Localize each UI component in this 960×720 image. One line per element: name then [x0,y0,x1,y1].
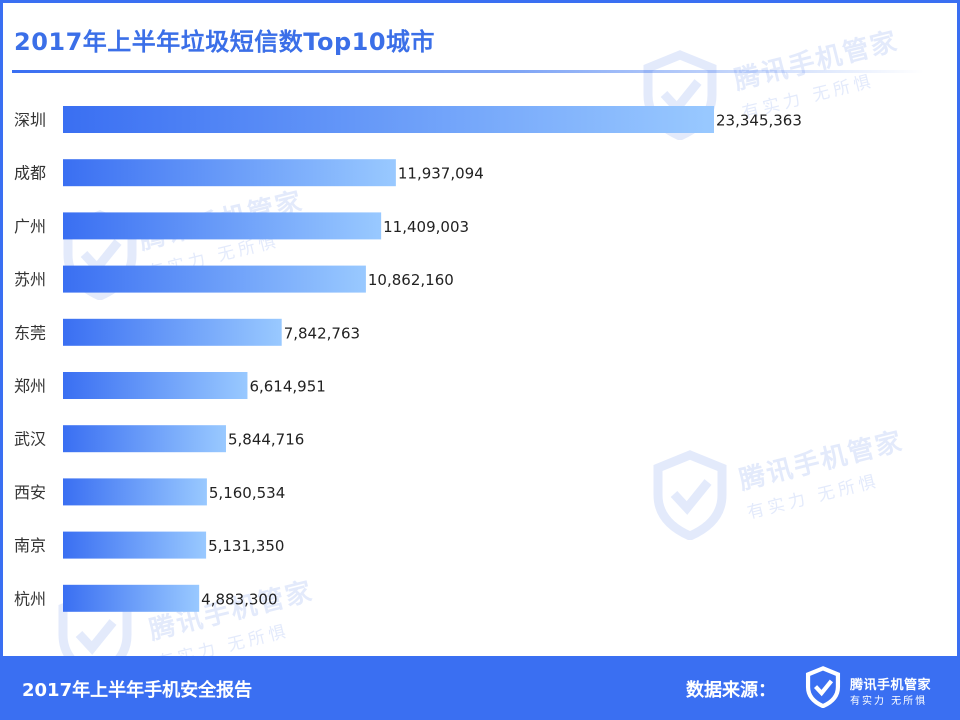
footer-slogan: 有实力 无所惧 [850,696,928,707]
report-title: 2017年上半年手机安全报告 [22,680,253,701]
category-label: 武汉 [14,430,46,449]
footer-brand: 腾讯手机管家 [850,678,932,693]
value-label: 23,345,363 [716,112,802,130]
shield-logo-icon [805,666,841,708]
bar [63,478,207,506]
bar-chart: 深圳 23,345,363 成都 11,937,094 广州 11,409,003 苏州 10… [14,106,802,612]
value-label: 11,937,094 [398,165,484,183]
category-label: 南京 [14,536,46,555]
bar [63,372,248,399]
category-label: 东莞 [14,323,46,342]
source-label: 数据来源： [686,680,776,701]
bar [63,212,382,240]
value-label: 4,883,300 [201,590,277,608]
category-label: 深圳 [14,111,46,130]
category-label: 郑州 [14,377,46,396]
category-label: 苏州 [14,270,46,289]
title-underline [12,70,924,73]
chart-title: 2017年上半年垃圾短信数Top10城市 [14,28,436,56]
footer-bar: 2017年上半年手机安全报告 数据来源： 腾讯手机管家 有实力 无所惧 [0,656,960,720]
bar [63,531,207,559]
value-label: 5,844,716 [228,431,304,449]
value-label: 5,160,534 [209,484,285,502]
value-label: 11,409,003 [383,218,469,236]
category-label: 杭州 [14,589,46,608]
bar [63,265,366,293]
bar [63,425,226,453]
category-label: 西安 [14,483,46,502]
value-label: 10,862,160 [368,271,454,289]
bar [63,584,200,612]
value-label: 6,614,951 [249,378,325,396]
category-label: 广州 [14,217,46,236]
bar [63,318,282,346]
value-label: 7,842,763 [284,324,360,342]
bar [63,106,714,133]
value-label: 5,131,350 [208,537,284,555]
bar [63,159,396,187]
category-label: 成都 [14,164,46,183]
